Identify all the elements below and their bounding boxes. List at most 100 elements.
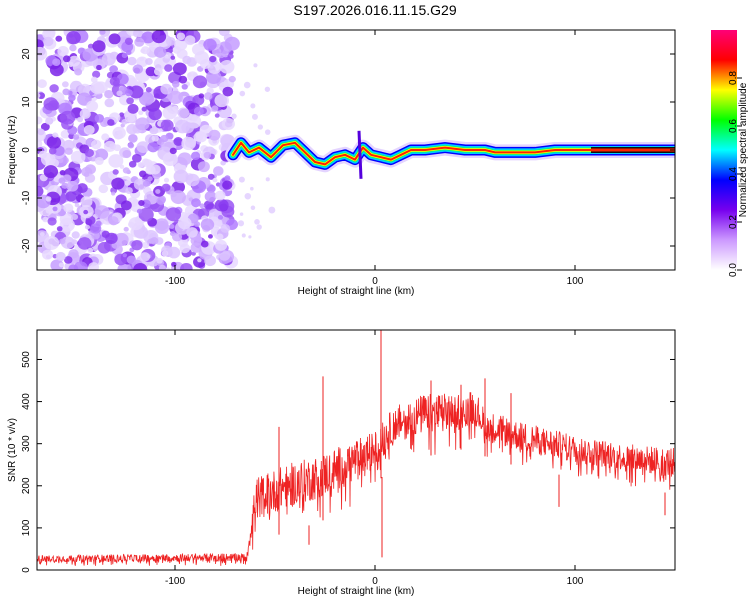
snr-ytick-label: 0 xyxy=(21,567,32,573)
noise-blob xyxy=(125,89,133,97)
snr-xtick-label: 100 xyxy=(567,576,584,587)
noise-blob xyxy=(88,262,100,270)
noise-blob xyxy=(178,75,188,84)
noise-blob xyxy=(104,98,115,108)
noise-blob xyxy=(176,32,186,41)
noise-blob xyxy=(122,253,128,258)
noise-blob xyxy=(191,198,201,208)
noise-blob xyxy=(112,169,119,175)
noise-blob xyxy=(153,67,163,76)
noise-blob xyxy=(37,116,43,125)
noise-blob xyxy=(103,140,116,152)
noise-blob xyxy=(250,205,256,211)
noise-blob xyxy=(197,161,210,173)
noise-blob xyxy=(239,90,246,97)
noise-blob xyxy=(249,186,254,191)
noise-blob xyxy=(64,147,73,155)
noise-blob xyxy=(201,240,209,248)
noise-blob xyxy=(169,223,175,229)
noise-blob xyxy=(216,233,224,241)
noise-blob xyxy=(52,206,58,212)
noise-blob xyxy=(101,52,116,66)
noise-blob xyxy=(185,173,200,187)
noise-blob xyxy=(165,207,182,222)
noise-blob xyxy=(177,152,192,166)
snr-ytick-label: 400 xyxy=(21,393,32,410)
noise-blob xyxy=(87,247,94,253)
noise-blob xyxy=(128,160,137,168)
noise-blob xyxy=(132,30,143,38)
noise-blob xyxy=(220,223,231,233)
noise-blob xyxy=(52,58,61,66)
noise-blob xyxy=(158,264,166,270)
noise-blob xyxy=(172,80,180,88)
noise-blob xyxy=(228,75,236,83)
noise-blob xyxy=(45,196,52,202)
noise-blob xyxy=(92,40,106,53)
noise-blob xyxy=(172,46,182,54)
noise-blob xyxy=(156,257,163,264)
noise-blob xyxy=(147,142,159,153)
noise-blob xyxy=(55,251,66,262)
noise-blob xyxy=(256,224,262,230)
noise-blob xyxy=(92,58,106,71)
colorbar-gradient xyxy=(711,30,737,270)
spectrogram-ylabel: Frequency (Hz) xyxy=(7,116,18,185)
noise-blob xyxy=(170,190,186,205)
snr-series-line xyxy=(37,392,675,566)
noise-blob xyxy=(161,183,171,192)
noise-blob xyxy=(59,218,75,232)
noise-blob xyxy=(59,238,66,245)
noise-blob xyxy=(116,90,123,97)
noise-blob xyxy=(62,139,75,151)
spectrogram-ytick-label: -20 xyxy=(21,238,32,253)
colorbar-tick-label: 0.4 xyxy=(728,167,739,181)
noise-blob xyxy=(160,134,169,143)
noise-blob xyxy=(63,203,74,213)
noise-blob xyxy=(227,53,234,59)
noise-blob xyxy=(181,136,196,151)
noise-blob xyxy=(48,147,57,155)
noise-blob xyxy=(43,235,60,250)
noise-blob xyxy=(136,56,149,68)
noise-blob xyxy=(133,263,148,270)
noise-blob xyxy=(177,216,192,230)
noise-blob xyxy=(107,119,115,126)
noise-blob xyxy=(42,30,56,40)
noise-blob xyxy=(190,151,201,161)
noise-blob xyxy=(87,43,94,50)
noise-blob xyxy=(128,134,138,143)
noise-blob xyxy=(61,188,67,194)
snr-ytick-label: 100 xyxy=(21,519,32,536)
noise-blob xyxy=(62,55,71,63)
noise-blob xyxy=(89,223,102,234)
noise-blob xyxy=(142,180,150,187)
colorbar-tick-label: 0.2 xyxy=(728,215,739,229)
noise-blob xyxy=(59,110,76,125)
noise-blob xyxy=(222,86,234,97)
noise-blob xyxy=(74,68,83,76)
noise-blob xyxy=(250,103,256,109)
noise-blob xyxy=(138,200,145,206)
noise-blob xyxy=(138,110,144,116)
noise-blob xyxy=(243,81,251,89)
noise-blob xyxy=(62,88,70,96)
noise-blob xyxy=(119,112,125,117)
noise-blob xyxy=(212,177,218,183)
noise-blob xyxy=(172,62,187,76)
snr-panel: -100 0 100 0 100 200 300 400 500 Height of strai… xyxy=(7,329,676,597)
noise-blob xyxy=(46,136,62,150)
noise-blob xyxy=(191,115,198,122)
noise-blob xyxy=(101,133,110,141)
noise-blob xyxy=(40,122,50,131)
noise-blob xyxy=(154,218,169,231)
noise-blob xyxy=(37,185,44,197)
noise-blob xyxy=(135,117,150,131)
noise-blob xyxy=(66,30,81,45)
noise-blob xyxy=(218,30,230,37)
noise-blob xyxy=(251,113,258,120)
noise-blob xyxy=(80,196,93,208)
noise-blob xyxy=(127,142,135,149)
noise-blob xyxy=(111,191,116,196)
noise-blob xyxy=(85,215,96,225)
